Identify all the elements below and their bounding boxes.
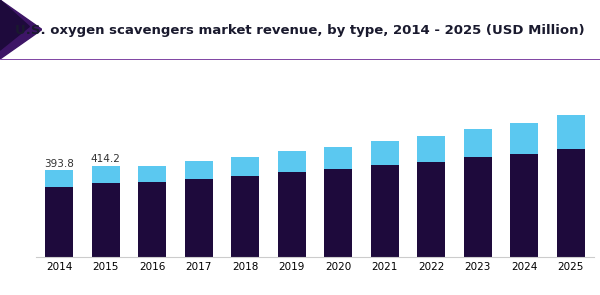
Polygon shape bbox=[0, 0, 42, 59]
Bar bbox=[139, 181, 166, 257]
Text: U.S. oxygen scavengers market revenue, by type, 2014 - 2025 (USD Million): U.S. oxygen scavengers market revenue, b… bbox=[15, 24, 585, 37]
Text: 414.2: 414.2 bbox=[91, 154, 121, 164]
Bar bbox=[510, 123, 538, 154]
Text: 393.8: 393.8 bbox=[44, 159, 74, 169]
Bar bbox=[557, 149, 584, 257]
Bar bbox=[418, 162, 445, 257]
Bar bbox=[371, 165, 398, 257]
Bar bbox=[510, 154, 538, 257]
Bar bbox=[92, 166, 119, 183]
Bar bbox=[46, 187, 73, 257]
Bar bbox=[278, 151, 306, 172]
Bar bbox=[232, 157, 259, 176]
Bar bbox=[278, 172, 306, 257]
Bar bbox=[185, 179, 213, 257]
Bar bbox=[371, 141, 398, 165]
Bar bbox=[325, 147, 352, 169]
Bar bbox=[464, 129, 491, 158]
Bar bbox=[46, 170, 73, 187]
Bar bbox=[418, 136, 445, 162]
Bar bbox=[464, 158, 491, 257]
Bar bbox=[325, 169, 352, 257]
Bar bbox=[139, 166, 166, 181]
Bar bbox=[232, 176, 259, 257]
Polygon shape bbox=[0, 0, 29, 50]
Bar bbox=[185, 161, 213, 179]
Bar bbox=[92, 183, 119, 257]
Bar bbox=[557, 115, 584, 149]
